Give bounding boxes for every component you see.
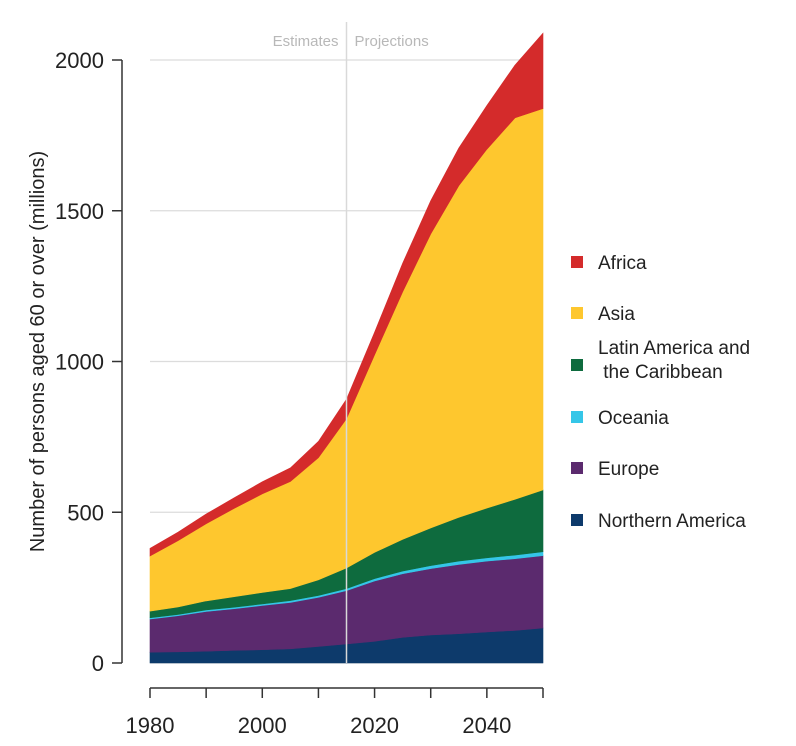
legend-swatch-5 [571,514,583,526]
x-tick-label-2000: 2000 [238,713,287,738]
y-tick-label-1000: 1000 [55,350,104,375]
y-tick-label-2000: 2000 [55,48,104,73]
legend-swatch-3 [571,411,583,423]
x-tick-label-1980: 1980 [126,713,175,738]
legend-label-1: Asia [598,304,635,325]
period-label-projections: Projections [355,33,429,50]
y-tick-label-0: 0 [92,651,104,676]
y-tick-label-1500: 1500 [55,199,104,224]
period-label-estimates: Estimates [273,33,339,50]
legend-swatch-1 [571,307,583,319]
x-tick-label-2040: 2040 [462,713,511,738]
legend-swatch-0 [571,256,583,268]
legend: Africa Asia Latin America and the Caribbea… [571,253,750,532]
area-series-5 [149,32,544,557]
axes: 0 500 1000 1500 2000 1980 2000 2020 2040 [55,48,544,738]
overlay: Estimates Projections [273,22,429,663]
y-tick-label-500: 500 [67,500,104,525]
legend-label-3: Oceania [598,408,669,429]
legend-swatch-2 [571,359,583,371]
x-tick-label-2020: 2020 [350,713,399,738]
legend-swatch-4 [571,462,583,474]
legend-label-2: Latin America and the Caribbean [598,338,750,383]
y-axis-title: Number of persons aged 60 or over (milli… [27,151,49,552]
legend-label-4: Europe [598,459,659,480]
legend-label-5: Northern America [598,511,746,532]
legend-label-0: Africa [598,253,647,274]
